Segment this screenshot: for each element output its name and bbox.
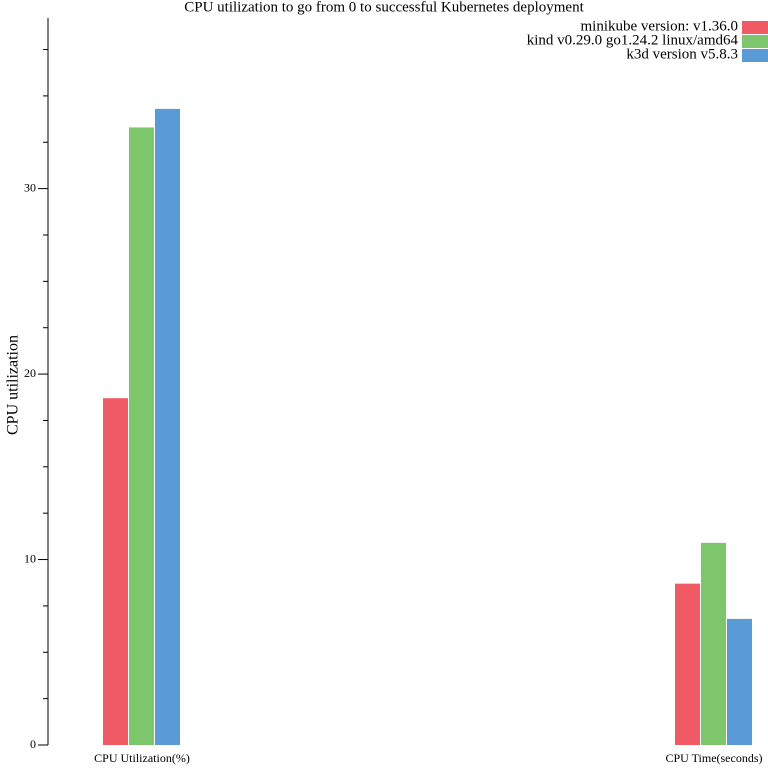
bar (129, 127, 154, 746)
legend-label: kind v0.29.0 go1.24.2 linux/amd64 (527, 32, 739, 48)
y-tick-label: 0 (30, 737, 36, 751)
legend-swatch (742, 35, 768, 48)
y-tick-label: 10 (24, 551, 36, 565)
chart-title: CPU utilization to go from 0 to successf… (184, 0, 584, 15)
legend-label: k3d version v5.8.3 (626, 46, 738, 62)
y-axis-label: CPU utilization (5, 335, 22, 435)
bar (701, 542, 726, 745)
bar (727, 618, 752, 745)
bar (675, 583, 700, 745)
y-tick-label: 30 (24, 180, 36, 194)
x-tick-label: CPU Time(seconds) (665, 751, 762, 765)
x-tick-label: CPU Utilization(%) (94, 751, 190, 765)
legend-swatch (742, 21, 768, 34)
y-tick-label: 20 (24, 366, 36, 380)
legend-label: minikube version: v1.36.0 (581, 18, 739, 34)
bar (155, 108, 180, 745)
legend-swatch (742, 49, 768, 62)
bar (103, 398, 128, 745)
